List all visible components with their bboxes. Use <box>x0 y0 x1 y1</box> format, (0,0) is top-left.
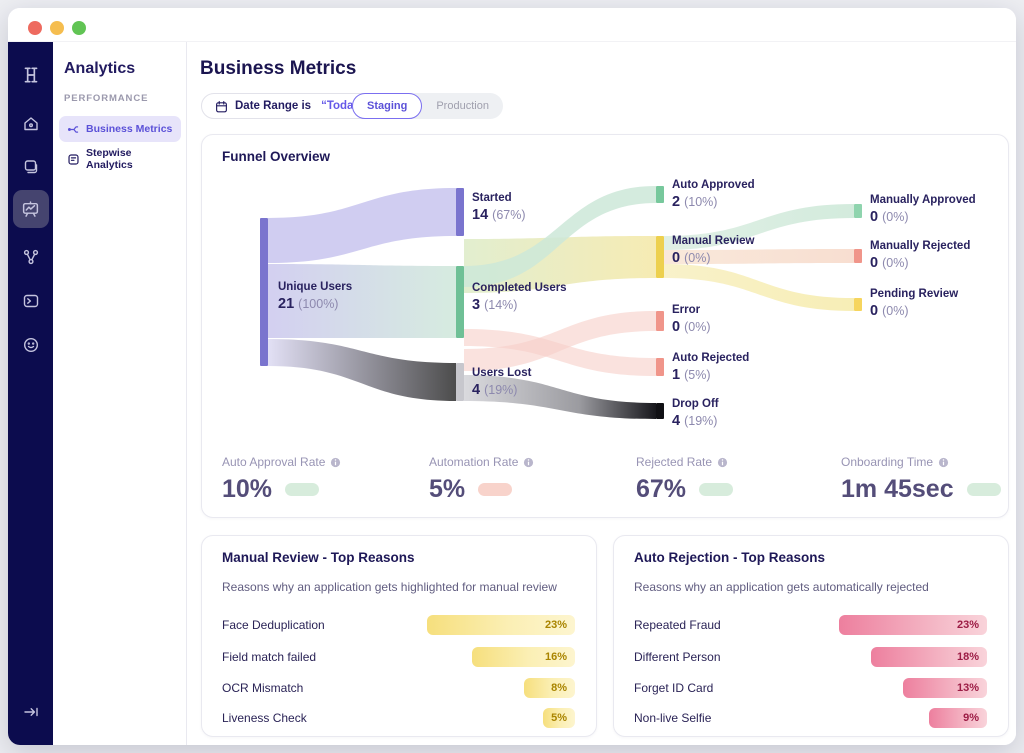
home-icon[interactable] <box>21 114 41 134</box>
close-window-button[interactable] <box>28 21 42 35</box>
sidebar-item-stepwise-analytics[interactable]: Stepwise Analytics <box>59 146 181 172</box>
reason-row: Non-live Selfie 9% <box>614 708 1008 728</box>
date-range-prefix: Date Range is <box>235 100 312 112</box>
reason-row: Field match failed 16% <box>202 647 596 667</box>
metric-automation-rate: Automation Rate 5% <box>429 455 534 504</box>
sidebar-title: Analytics <box>64 60 136 77</box>
app-window: Analytics PERFORMANCE Business Metrics S… <box>8 8 1016 745</box>
reason-row: Face Deduplication 23% <box>202 615 596 635</box>
sankey-node-auto-approved: Auto Approved 2 (10%) <box>672 179 755 210</box>
metric-onboarding-time: Onboarding Time 1m 45sec <box>841 455 1001 504</box>
reason-row: Forget ID Card 13% <box>614 678 1008 698</box>
sankey-node-pending-review: Pending Review 0 (0%) <box>870 288 959 319</box>
manual-review-subtitle: Reasons why an application gets highligh… <box>222 580 557 594</box>
sankey-svg <box>260 186 862 419</box>
funnel-sankey-chart: Unique Users 21 (100%) Started 14 (67%) … <box>202 135 1008 451</box>
reason-bar: 23% <box>839 615 987 635</box>
app-logo <box>21 65 41 85</box>
funnel-title: Funnel Overview <box>222 149 331 164</box>
info-icon[interactable] <box>717 457 728 468</box>
auto-rejection-card: Auto Rejection - Top Reasons Reasons why… <box>613 535 1009 737</box>
metric-rejected-rate: Rejected Rate 67% <box>636 455 734 504</box>
calendar-icon <box>216 100 227 112</box>
sidebar-item-business-metrics[interactable]: Business Metrics <box>59 116 181 142</box>
flows-icon[interactable] <box>21 247 41 267</box>
reason-row: OCR Mismatch 8% <box>202 678 596 698</box>
reason-bar: 5% <box>543 708 575 728</box>
sankey-node-drop-off: Drop Off 4 (19%) <box>672 398 719 429</box>
reason-row: Repeated Fraud 23% <box>614 615 1008 635</box>
funnel-overview-card: Funnel Overview <box>201 134 1009 518</box>
metric-trend-pill <box>478 483 513 496</box>
nav-rail <box>8 42 53 745</box>
feedback-icon[interactable] <box>21 335 41 355</box>
reason-bar: 9% <box>929 708 987 728</box>
auto-rejection-subtitle: Reasons why an application gets automati… <box>634 580 929 594</box>
stepwise-analytics-icon <box>68 153 79 165</box>
main-content: Business Metrics Date Range is “Today” St… <box>187 42 1016 745</box>
reason-row: Liveness Check 5% <box>202 708 596 728</box>
zoom-window-button[interactable] <box>72 21 86 35</box>
terminal-icon[interactable] <box>21 291 41 311</box>
sidebar-item-label: Stepwise Analytics <box>86 147 133 171</box>
info-icon[interactable] <box>330 457 341 468</box>
minimize-window-button[interactable] <box>50 21 64 35</box>
analytics-icon[interactable] <box>21 199 41 219</box>
page-title: Business Metrics <box>200 58 357 79</box>
reason-bar: 13% <box>903 678 987 698</box>
info-icon[interactable] <box>938 457 949 468</box>
metric-trend-pill <box>966 483 1001 496</box>
sankey-node-manually-approved: Manually Approved 0 (0%) <box>870 194 976 225</box>
toggle-option-production[interactable]: Production <box>436 100 489 112</box>
sankey-node-started: Started 14 (67%) <box>472 192 526 223</box>
collapse-sidebar-icon[interactable] <box>21 702 41 722</box>
reason-bar: 16% <box>472 647 575 667</box>
auto-rejection-title: Auto Rejection - Top Reasons <box>634 550 826 565</box>
reason-row: Different Person 18% <box>614 647 1008 667</box>
metric-auto-approval-rate: Auto Approval Rate 10% <box>222 455 341 504</box>
metric-trend-pill <box>699 483 734 496</box>
pages-icon[interactable] <box>21 157 41 177</box>
sankey-node-auto-rejected: Auto Rejected 1 (5%) <box>672 352 750 383</box>
sidebar-section-label: PERFORMANCE <box>64 93 149 104</box>
metric-trend-pill <box>285 483 320 496</box>
sidebar-item-label: Business Metrics <box>86 123 173 135</box>
info-icon[interactable] <box>523 457 534 468</box>
sankey-node-manual-review: Manual Review 0 (0%) <box>672 235 755 266</box>
business-metrics-icon <box>67 125 79 133</box>
reason-bar: 8% <box>524 678 575 698</box>
environment-toggle: Staging Production <box>352 93 503 119</box>
manual-review-card: Manual Review - Top Reasons Reasons why … <box>201 535 597 737</box>
date-range-filter[interactable]: Date Range is “Today” <box>201 93 380 119</box>
analytics-sidebar: Analytics PERFORMANCE Business Metrics S… <box>53 42 187 745</box>
sankey-node-unique-users: Unique Users 21 (100%) <box>278 281 353 312</box>
window-titlebar <box>8 8 1016 42</box>
sankey-node-users-lost: Users Lost 4 (19%) <box>472 367 532 398</box>
sankey-node-error: Error 0 (0%) <box>672 304 711 335</box>
sankey-node-completed-users: Completed Users 3 (14%) <box>472 282 567 313</box>
toggle-option-staging[interactable]: Staging <box>352 93 423 119</box>
reason-bar: 23% <box>427 615 575 635</box>
reason-bar: 18% <box>871 647 987 667</box>
manual-review-title: Manual Review - Top Reasons <box>222 550 415 565</box>
sankey-node-manually-rejected: Manually Rejected 0 (0%) <box>870 240 971 271</box>
